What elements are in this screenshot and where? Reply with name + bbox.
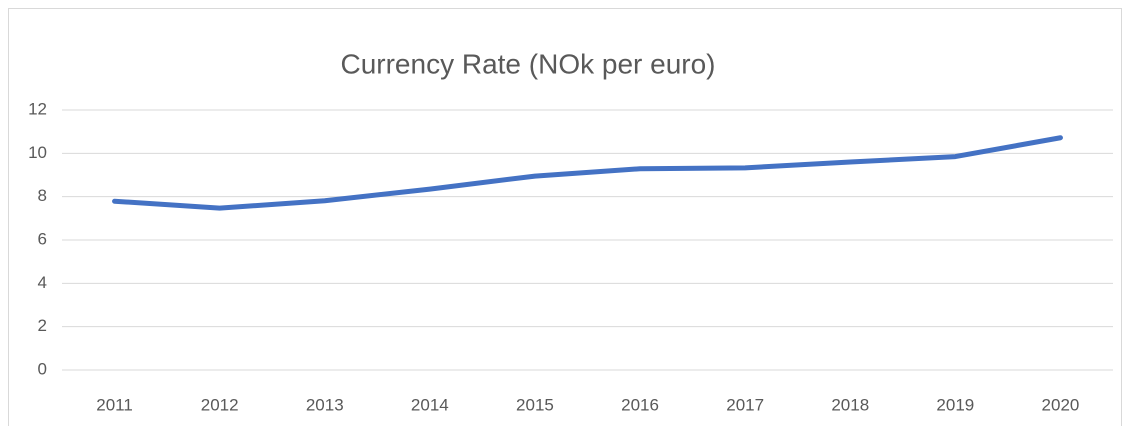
x-tick-label: 2016: [621, 395, 659, 414]
x-tick-label: 2019: [936, 395, 974, 414]
y-tick-label: 4: [38, 273, 47, 292]
y-tick-label: 10: [28, 143, 47, 162]
x-tick-label: 2015: [516, 395, 554, 414]
x-tick-label: 2020: [1042, 395, 1080, 414]
y-tick-label: 2: [38, 316, 47, 335]
chart-border: [8, 8, 1122, 426]
chart-title: Currency Rate (NOk per euro): [340, 48, 715, 79]
y-tick-label: 12: [28, 99, 47, 118]
x-tick-label: 2013: [306, 395, 344, 414]
x-tick-label: 2014: [411, 395, 449, 414]
y-tick-label: 6: [38, 229, 47, 248]
y-tick-label: 0: [38, 359, 47, 378]
x-tick-label: 2017: [726, 395, 764, 414]
x-tick-label: 2011: [96, 395, 133, 414]
x-tick-label: 2018: [831, 395, 869, 414]
x-tick-label: 2012: [201, 395, 239, 414]
line-series: [112, 135, 1063, 211]
y-tick-label: 8: [38, 186, 47, 205]
